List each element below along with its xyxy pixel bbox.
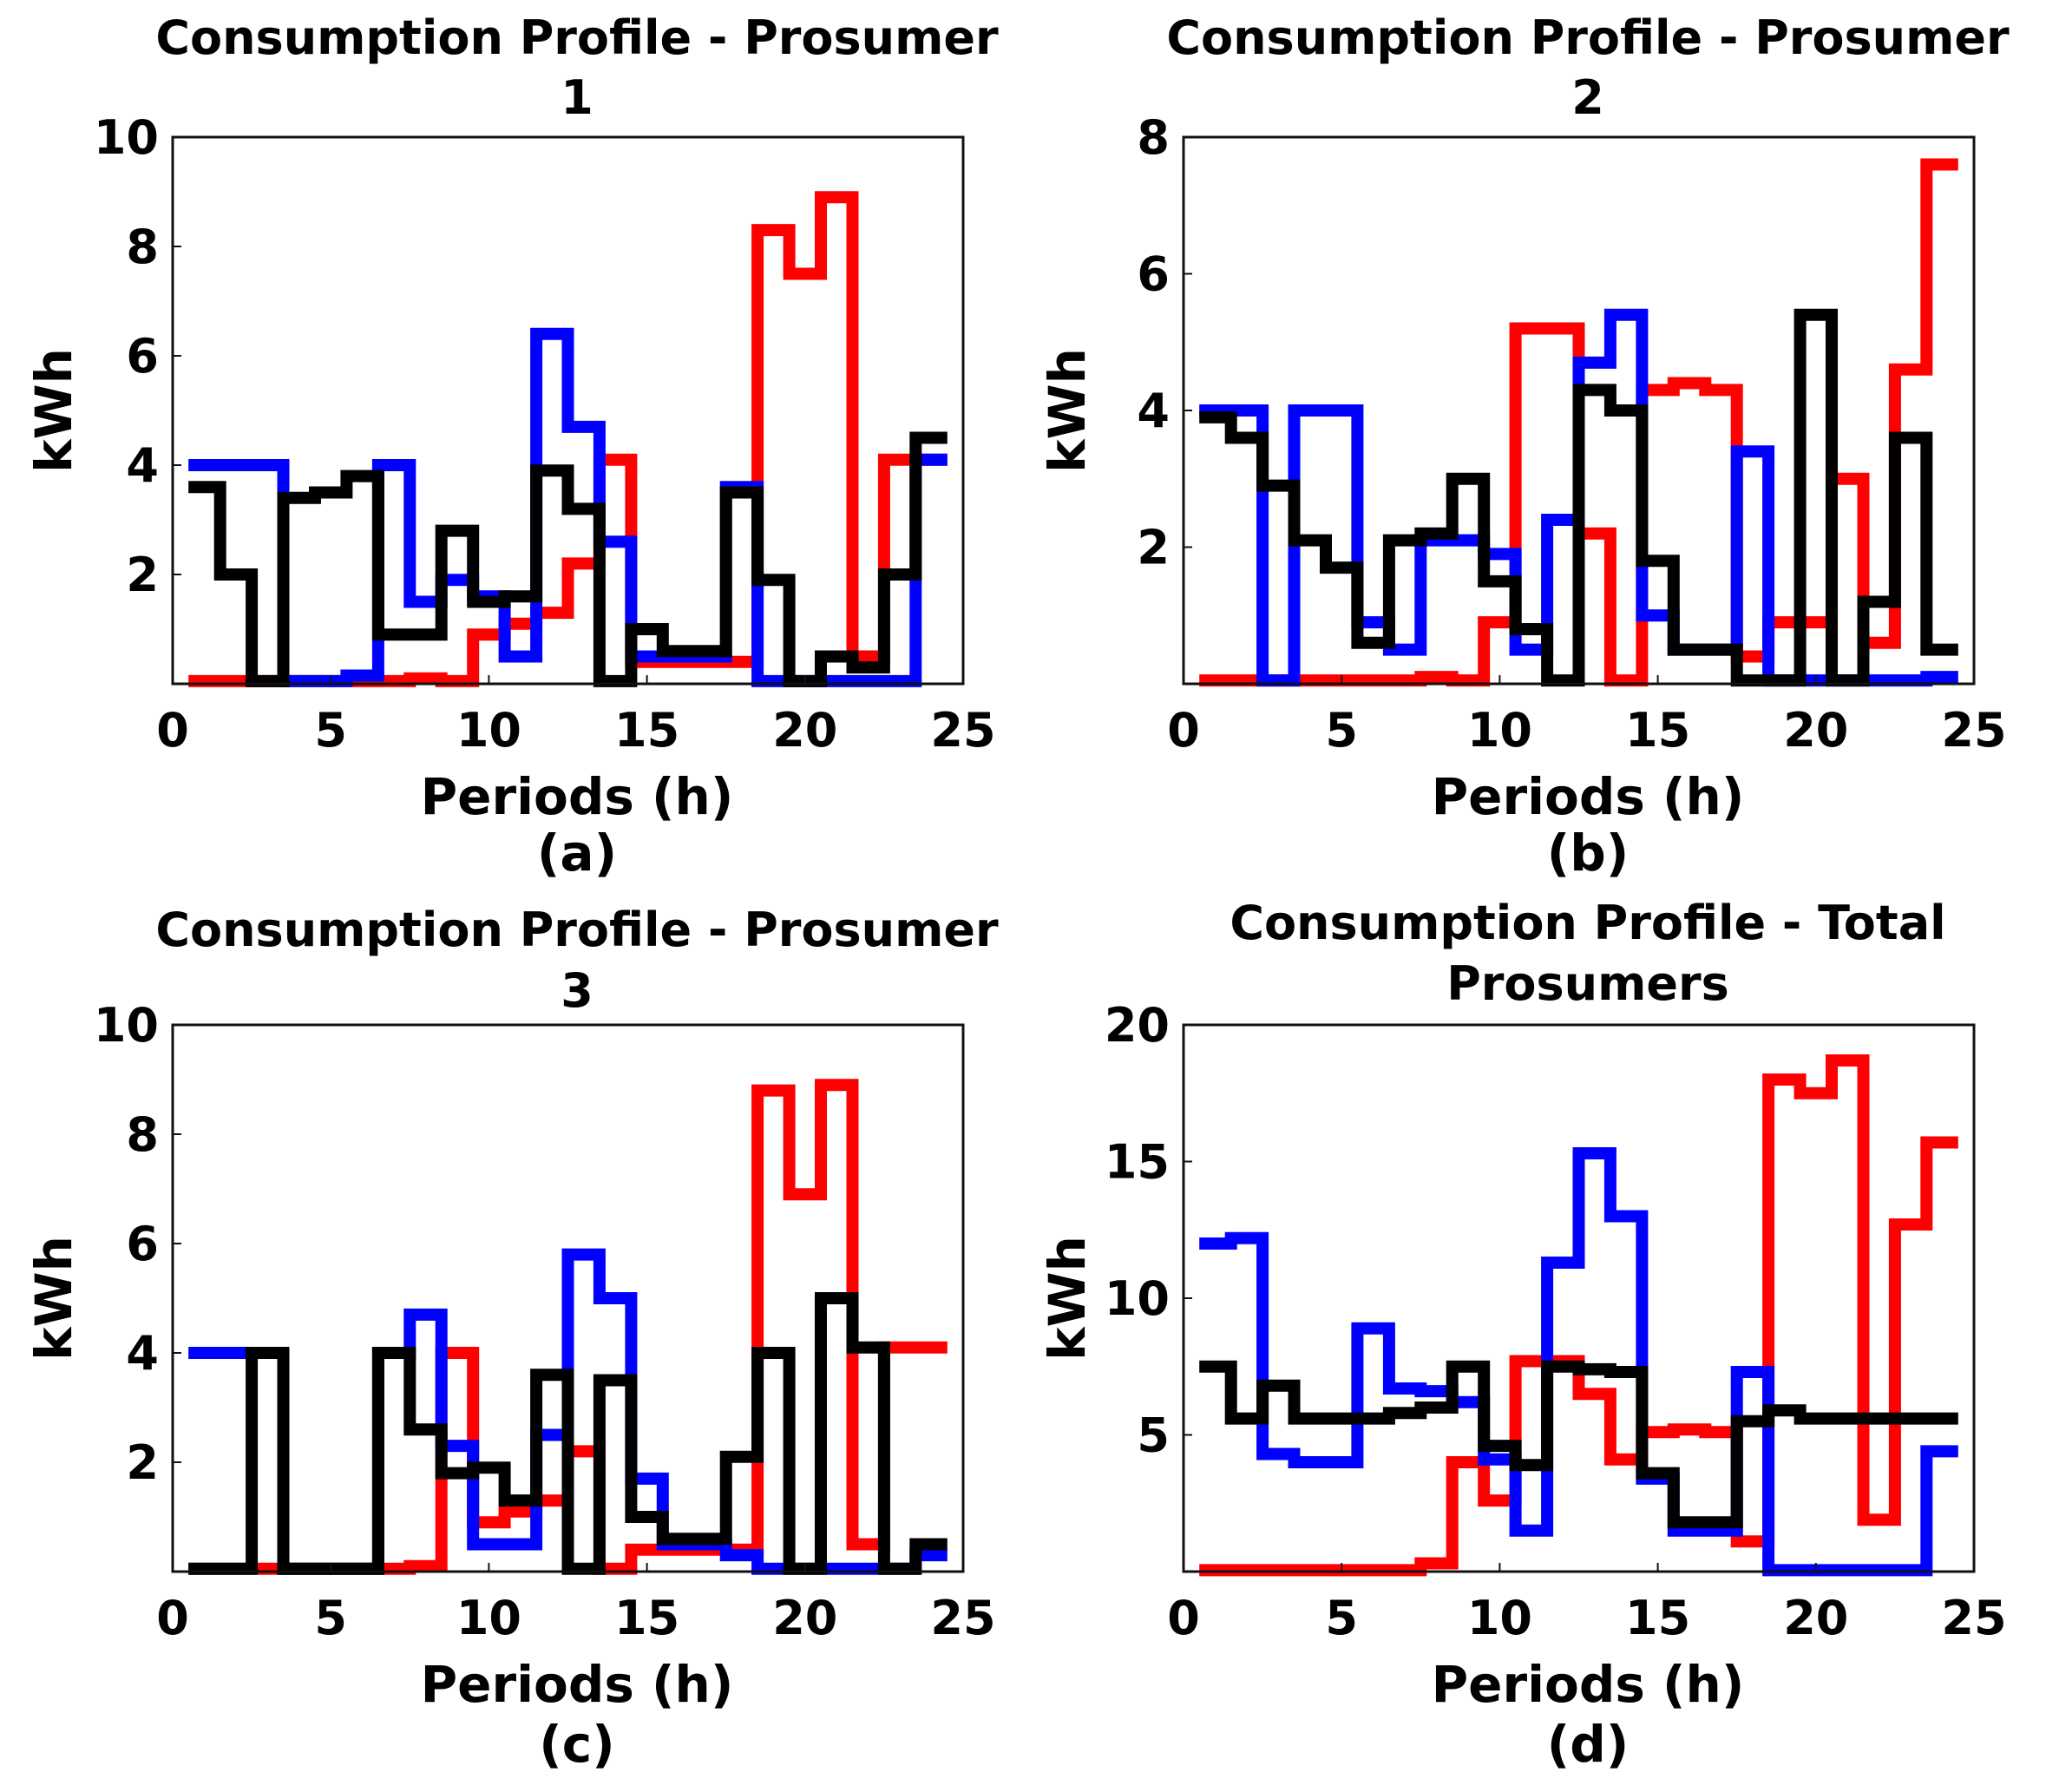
x-tick-label: 10 [456,703,521,758]
x-tick-label: 0 [1167,703,1200,758]
x-tick-label: 5 [314,703,347,758]
panel-a: Consumption Profile - Prosumer 1 kWh Per… [24,10,999,883]
y-axis-label: kWh [24,1236,83,1361]
x-tick-label: 10 [456,1591,521,1645]
chart-title-line2: 3 [561,963,593,1018]
y-tick-label: 20 [1105,998,1170,1053]
plot-marks: 0 5 10 15 20 25 5 10 15 20 [1105,998,2007,1645]
y-tick-label: 5 [1137,1408,1170,1463]
x-tick-label: 0 [156,1591,189,1645]
x-tick-label: 15 [614,703,679,758]
panel-caption: (c) [539,1715,614,1774]
x-tick-label: 15 [1625,1591,1690,1645]
chart-title-line2: Prosumers [1446,956,1729,1011]
series-line-black [188,431,948,687]
y-tick-label: 10 [94,998,159,1053]
series-line-blue [188,327,948,687]
y-tick-label: 2 [126,548,159,602]
y-tick-label: 6 [1137,247,1170,302]
x-tick-label: 0 [1167,1591,1200,1645]
y-tick-label: 2 [1137,521,1170,575]
y-tick-label: 10 [1105,1271,1170,1326]
plot-frame [1182,1023,1976,1573]
x-tick-label: 0 [156,703,189,758]
x-tick-label: 20 [772,1591,837,1645]
y-axis-label: kWh [1038,1236,1097,1361]
x-tick-label: 25 [930,703,995,758]
plot-frame [171,1023,965,1573]
x-tick-label: 5 [314,1591,347,1645]
x-axis-label: Periods (h) [421,1655,734,1714]
panel-caption: (a) [537,824,617,883]
x-axis-label: Periods (h) [1432,767,1745,826]
y-tick-label: 6 [126,329,159,384]
x-axis-label: Periods (h) [1432,1655,1745,1714]
series-line-black [1199,1360,1958,1529]
chart-title-line1: Consumption Profile - Prosumer [155,903,999,957]
series-line-red [188,191,948,687]
x-tick-label: 20 [1783,703,1848,758]
x-tick-label: 20 [772,703,837,758]
x-tick-label: 15 [614,1591,679,1645]
series-line-black [1199,308,1958,687]
plot-marks: 0 5 10 15 20 25 2 4 6 8 [1137,110,2006,758]
x-tick-label: 10 [1467,703,1532,758]
plot-marks: 0 5 10 15 20 25 2 4 6 8 10 [94,110,996,758]
y-tick-label: 8 [126,1107,159,1162]
y-tick-label: 6 [126,1217,159,1271]
panel-caption: (b) [1547,824,1630,883]
series-line-red [1199,158,1958,687]
x-tick-label: 5 [1325,1591,1358,1645]
chart-title-line1: Consumption Profile - Prosumer [155,10,999,65]
chart-title-line2: 1 [561,70,593,125]
plot-marks: 0 5 10 15 20 25 2 4 6 8 10 [94,998,996,1645]
y-tick-label: 4 [126,438,159,493]
x-tick-label: 10 [1467,1591,1532,1645]
y-tick-label: 2 [126,1435,159,1490]
series-line-red [1199,1054,1958,1577]
x-tick-label: 25 [930,1591,995,1645]
y-tick-label: 8 [1137,110,1170,165]
x-tick-label: 25 [1941,1591,2006,1645]
y-tick-label: 10 [94,110,159,165]
chart-title-line2: 2 [1571,70,1604,125]
x-axis-label: Periods (h) [421,767,734,826]
x-tick-label: 25 [1941,703,2006,758]
chart-title-line1: Consumption Profile - Total [1230,896,1945,950]
panel-d: Consumption Profile - Total Prosumers kW… [1038,896,2007,1774]
x-tick-label: 5 [1325,703,1358,758]
chart-title-line1: Consumption Profile - Prosumer [1166,10,2010,65]
y-axis-label: kWh [24,348,83,473]
panel-caption: (d) [1547,1715,1630,1774]
x-tick-label: 20 [1783,1591,1848,1645]
y-tick-label: 15 [1105,1135,1170,1190]
y-axis-label: kWh [1038,348,1097,473]
panel-b: Consumption Profile - Prosumer 2 kWh Per… [1038,10,2010,883]
series-line-black [188,1292,948,1575]
panel-c: Consumption Profile - Prosumer 3 kWh Per… [24,903,999,1774]
y-tick-label: 8 [126,220,159,274]
plot-frame [171,135,965,686]
y-tick-label: 4 [126,1326,159,1381]
x-tick-label: 15 [1625,703,1690,758]
y-tick-label: 4 [1137,384,1170,438]
